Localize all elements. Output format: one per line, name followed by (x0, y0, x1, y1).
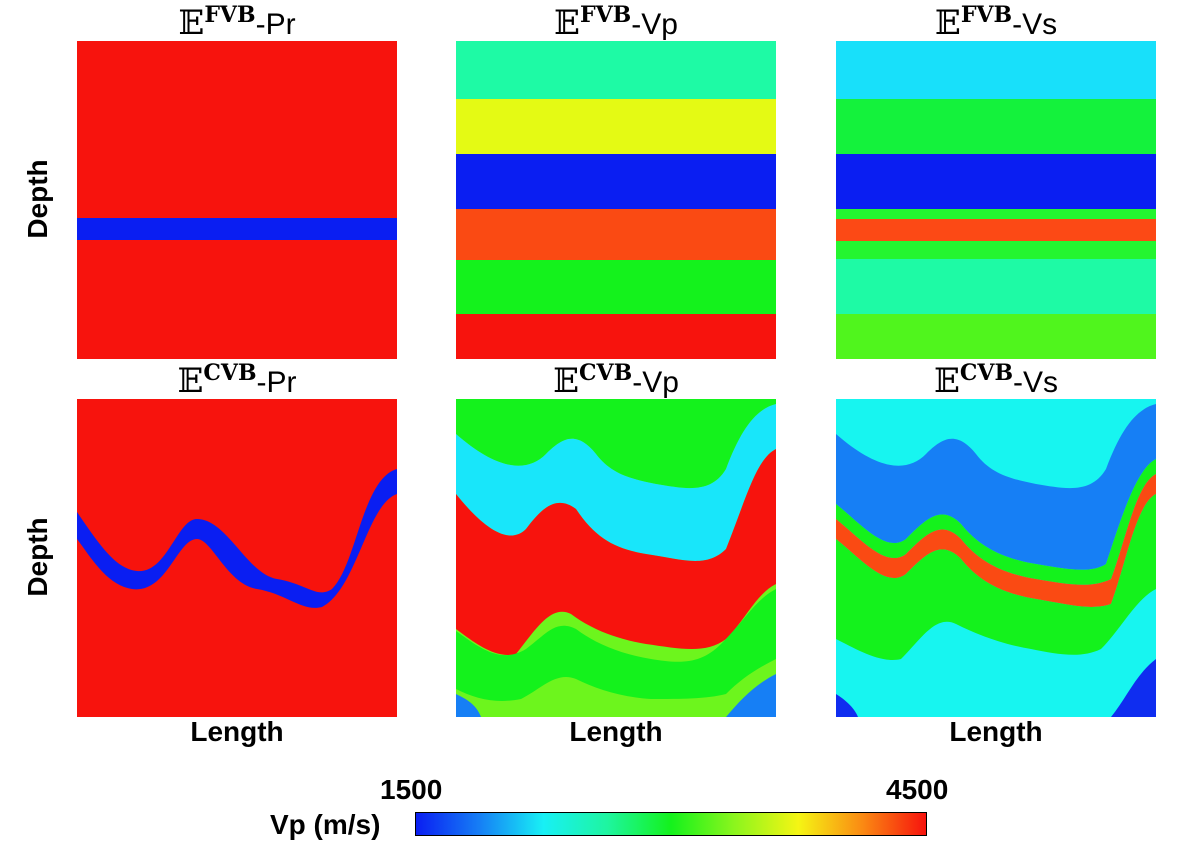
xlabel-col1: Length (190, 716, 284, 747)
layer-blue-corner (1111, 659, 1156, 717)
title-superscript: CVB (959, 360, 1014, 386)
layer-top-green (456, 399, 776, 489)
layer-deep-green (456, 589, 776, 701)
layer-bottom-blue (456, 694, 481, 717)
title-suffix: -Pr (255, 8, 296, 41)
title-superscript: FVB (960, 2, 1013, 28)
panel-title-cvb-vp: 𝔼CVB-Vp (456, 360, 776, 401)
layer-curved-blue (77, 469, 397, 608)
panel-fvb-pr (77, 41, 397, 359)
colorbar (415, 812, 927, 836)
title-superscript: FVB (204, 2, 256, 28)
title-symbol: 𝔼 (178, 3, 205, 43)
panel-fvb-vs (836, 41, 1156, 359)
panel-title-fvb-vs: 𝔼FVB-Vs (836, 2, 1156, 43)
layer-3 (456, 154, 776, 209)
layer-blue-corner (726, 674, 776, 717)
layer-7 (836, 259, 1156, 314)
title-superscript: CVB (203, 360, 257, 386)
layer-5 (456, 260, 776, 314)
layer-1 (836, 41, 1156, 99)
layer-2 (456, 99, 776, 154)
title-symbol: 𝔼 (933, 361, 960, 401)
layer-6 (456, 314, 776, 359)
layer-green1 (836, 459, 1156, 585)
layer-dodger (836, 404, 1156, 570)
xlabel-col2: Length (569, 716, 663, 747)
panel-fvb-vp (456, 41, 776, 359)
panel-cvb-vs (836, 399, 1156, 717)
title-suffix: -Vs (1013, 366, 1059, 399)
panel-cvb-vp (456, 399, 776, 717)
panel-title-cvb-pr: 𝔼CVB-Pr (77, 360, 397, 401)
title-superscript: CVB (579, 360, 633, 386)
title-suffix: -Vs (1012, 8, 1058, 41)
panel-title-fvb-vp: 𝔼FVB-Vp (456, 2, 776, 43)
layer-cyan (456, 404, 776, 561)
title-symbol: 𝔼 (554, 3, 580, 43)
layer-1 (456, 41, 776, 99)
layer-red (456, 449, 776, 655)
layer-4 (456, 209, 776, 260)
title-superscript: FVB (579, 2, 632, 28)
ylabel-row2: Depth (22, 517, 53, 597)
layer-thin-blue (77, 218, 397, 240)
layer-bottom-blue (836, 694, 858, 717)
title-symbol: 𝔼 (553, 361, 580, 401)
layer-2 (836, 99, 1156, 154)
colorbar-max-label: 4500 (886, 774, 949, 805)
colorbar-label: Vp (m/s) (270, 809, 381, 840)
title-suffix: -Vp (632, 366, 679, 399)
ylabel-row1: Depth (22, 159, 53, 239)
title-symbol: 𝔼 (177, 361, 204, 401)
layer-6 (836, 241, 1156, 259)
layer-4 (836, 209, 1156, 219)
layer-background (77, 41, 397, 359)
panel-title-fvb-pr: 𝔼FVB-Pr (77, 2, 397, 43)
layer-8 (836, 314, 1156, 359)
layer-orange (836, 474, 1156, 607)
layer-green2 (836, 494, 1156, 660)
colorbar-min-label: 1500 (380, 774, 443, 805)
title-symbol: 𝔼 (934, 3, 961, 43)
xlabel-col3: Length (949, 716, 1043, 747)
layer-5 (836, 219, 1156, 241)
title-suffix: -Pr (256, 366, 297, 399)
layer-3 (836, 154, 1156, 209)
title-suffix: -Vp (631, 8, 678, 41)
panel-cvb-pr (77, 399, 397, 717)
panel-title-cvb-vs: 𝔼CVB-Vs (836, 360, 1156, 401)
